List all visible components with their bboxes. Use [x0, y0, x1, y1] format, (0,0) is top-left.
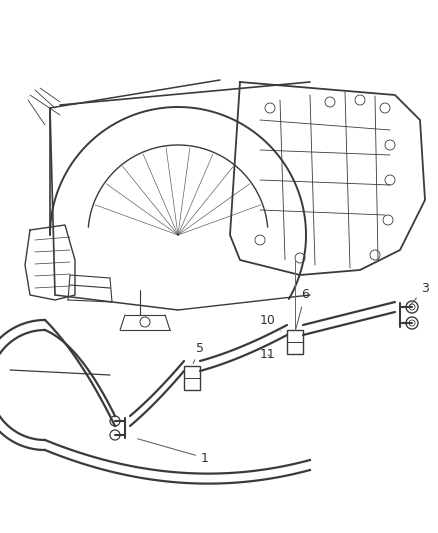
Bar: [287, 330, 303, 354]
Text: 6: 6: [296, 288, 309, 329]
Text: 5: 5: [193, 342, 204, 364]
Text: 11: 11: [260, 349, 276, 361]
Bar: [184, 366, 200, 390]
Text: 1: 1: [138, 439, 209, 464]
Text: 10: 10: [260, 313, 281, 331]
Text: 3: 3: [410, 281, 429, 306]
